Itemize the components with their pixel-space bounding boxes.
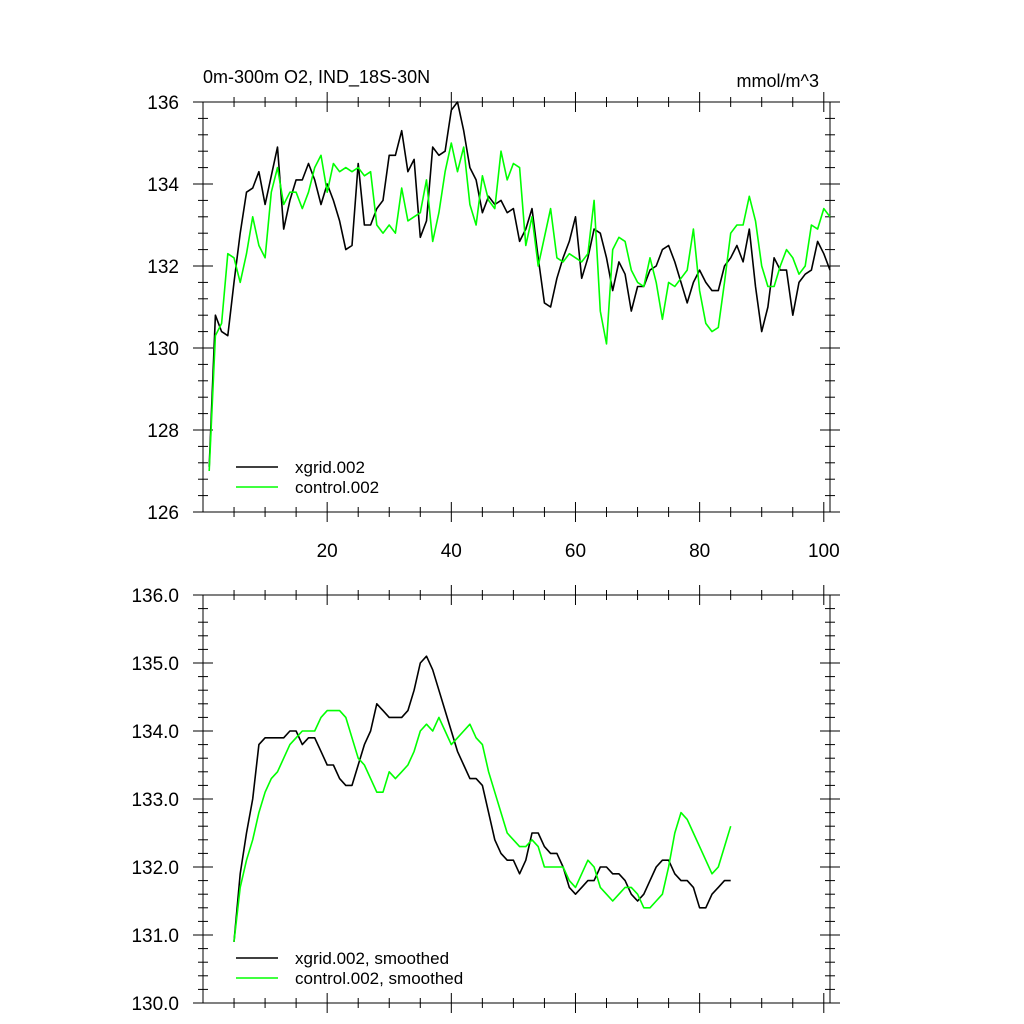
chart-title: 0m-300m O2, IND_18S-30N: [203, 67, 430, 88]
bottom-y-tick-label: 135.0: [131, 654, 179, 675]
bottom-series-line-control: [233, 709, 732, 942]
top-y-tick-label: 134: [147, 175, 179, 196]
top-x-tick-label: 20: [317, 541, 338, 562]
top-x-tick-label: 60: [565, 541, 586, 562]
top-y-tick-label: 132: [147, 257, 179, 278]
bottom-series-line-xgrid: [233, 655, 731, 942]
bottom-legend-label: xgrid.002, smoothed: [295, 949, 449, 968]
bottom-y-tick-label: 136.0: [131, 586, 179, 607]
top-x-tick-label: 40: [441, 541, 462, 562]
bottom-y-tick-label: 130.0: [131, 994, 179, 1015]
top-y-tick-label: 126: [147, 503, 179, 524]
top-plot-frame: [202, 101, 831, 513]
top-y-tick-label: 130: [147, 339, 179, 360]
bottom-legend-label: control.002, smoothed: [295, 969, 463, 988]
top-legend-label: control.002: [295, 478, 379, 497]
bottom-panel: 130.0 131.0 132.0 133.0 134.0 135.0 136.0 xgrid…: [131, 585, 840, 1015]
top-x-tick-label: 80: [689, 541, 710, 562]
bottom-y-tick-label: 134.0: [131, 722, 179, 743]
top-x-tick-label: 100: [808, 541, 840, 562]
top-y-tick-label: 136: [147, 93, 179, 114]
top-series-line-xgrid: [208, 101, 831, 467]
bottom-y-tick-label: 133.0: [131, 790, 179, 811]
top-series-line-control: [208, 142, 831, 472]
top-panel: 20 40 60 80 100 126 128 130 132 134 136 xgrid.002co…: [147, 92, 840, 562]
bottom-y-tick-label: 131.0: [131, 926, 179, 947]
top-legend-label: xgrid.002: [295, 458, 365, 477]
top-y-tick-label: 128: [147, 421, 179, 442]
bottom-y-tick-label: 132.0: [131, 858, 179, 879]
units-label: mmol/m^3: [737, 71, 819, 91]
bottom-plot-frame: [202, 594, 831, 1004]
